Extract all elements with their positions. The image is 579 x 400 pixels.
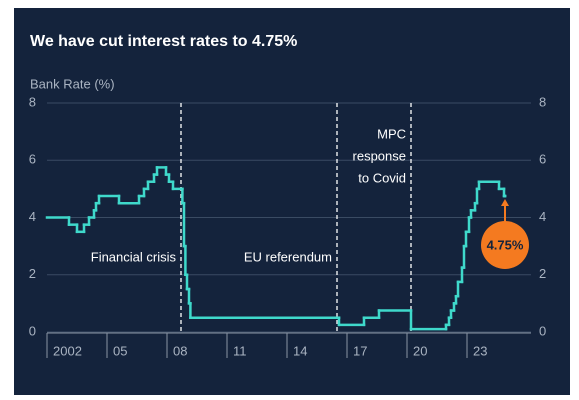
y2-tick-label: 8 <box>539 94 546 109</box>
y2-tick-label: 2 <box>539 266 546 281</box>
callout-arrowhead <box>501 199 509 207</box>
event-label: EU referendum <box>244 249 332 264</box>
event-label: response <box>353 148 406 163</box>
x-tick-label: 08 <box>173 343 187 358</box>
x-tick-label: 23 <box>473 343 487 358</box>
x-tick-label: 17 <box>353 343 367 358</box>
x-tick-label: 14 <box>293 343 307 358</box>
background <box>14 8 570 395</box>
y2-tick-label: 6 <box>539 152 546 167</box>
chart-title: We have cut interest rates to 4.75% <box>30 33 297 50</box>
x-tick-label: 11 <box>233 343 247 358</box>
y-axis-label: Bank Rate (%) <box>30 76 115 91</box>
y2-tick-label: 0 <box>539 323 546 338</box>
x-tick-label: 05 <box>113 343 127 358</box>
y-tick-label: 2 <box>29 266 36 281</box>
x-tick-label: 2002 <box>53 343 82 358</box>
y2-tick-label: 4 <box>539 209 546 224</box>
y-tick-label: 0 <box>29 323 36 338</box>
y-tick-label: 6 <box>29 152 36 167</box>
event-label: Financial crisis <box>91 249 177 264</box>
event-label: MPC <box>377 126 406 141</box>
series <box>45 166 507 331</box>
y-tick-label: 8 <box>29 94 36 109</box>
event-label: to Covid <box>358 170 406 185</box>
callout-label: 4.75% <box>487 237 524 252</box>
y-tick-label: 4 <box>29 209 36 224</box>
x-tick-label: 20 <box>413 343 427 358</box>
callout-bubble <box>481 221 529 269</box>
